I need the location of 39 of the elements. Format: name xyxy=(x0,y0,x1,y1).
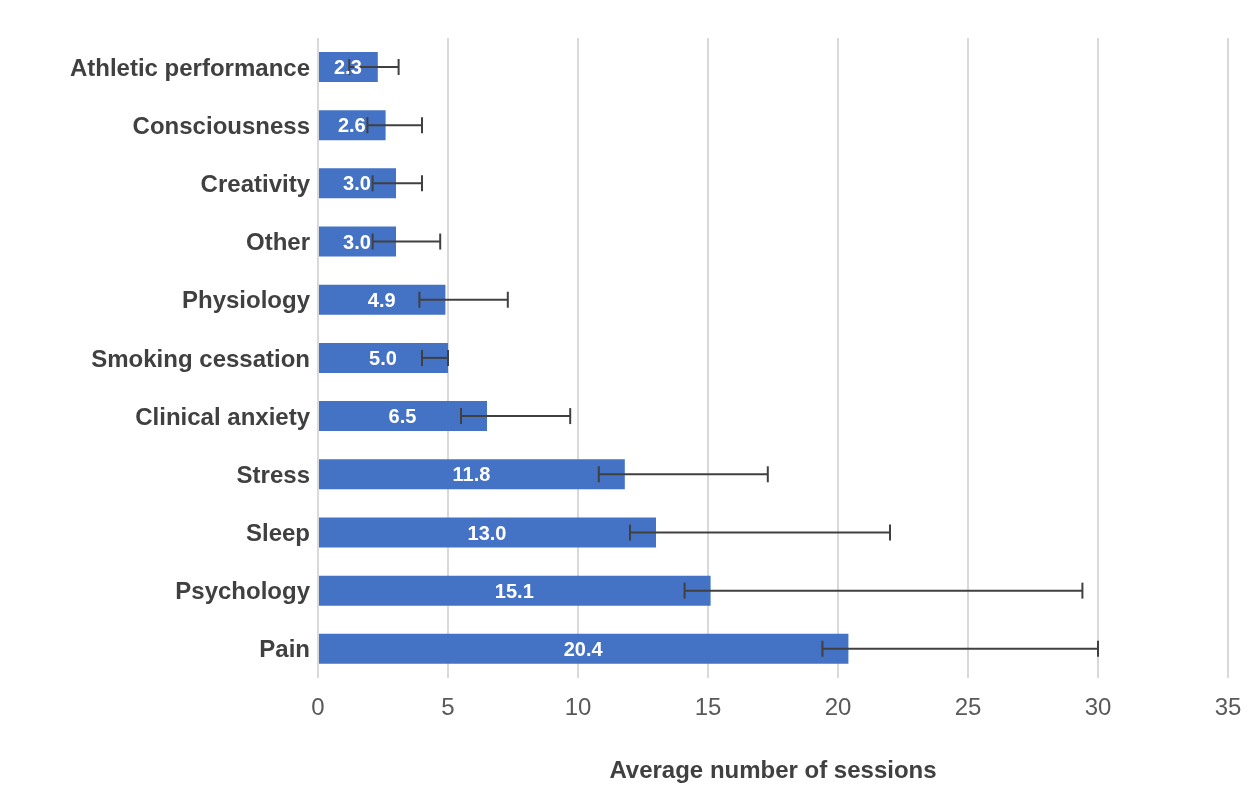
data-label: 6.5 xyxy=(388,405,417,428)
bar xyxy=(318,517,656,548)
y-tick-label: Other xyxy=(245,228,310,256)
bar xyxy=(318,284,446,315)
y-tick-label: Sleep xyxy=(245,519,310,547)
bar xyxy=(318,342,448,373)
bar xyxy=(318,168,396,199)
data-label: 13.0 xyxy=(467,521,507,544)
data-label: 15.1 xyxy=(494,579,534,602)
data-label: 3.0 xyxy=(343,172,371,195)
y-tick-label: Physiology xyxy=(181,286,311,314)
bar xyxy=(318,575,711,606)
y-tick-label: Psychology xyxy=(175,577,311,605)
bar xyxy=(318,459,625,490)
x-axis-title: Average number of sessions xyxy=(609,756,937,783)
y-tick-label: Stress xyxy=(236,460,310,488)
data-label: 4.9 xyxy=(367,288,396,311)
y-tick-label: Smoking cessation xyxy=(91,344,310,372)
x-tick-label: 25 xyxy=(954,693,982,721)
y-tick-label: Consciousness xyxy=(132,111,310,139)
x-tick-label: 30 xyxy=(1084,693,1112,721)
y-tick-label: Athletic performance xyxy=(69,53,310,81)
x-tick-label: 35 xyxy=(1214,693,1242,721)
data-label: 20.4 xyxy=(563,637,604,660)
bar xyxy=(318,633,849,664)
x-tick-label: 20 xyxy=(824,693,852,721)
x-tick-label: 15 xyxy=(694,693,722,721)
bar xyxy=(318,226,396,257)
y-tick-label: Creativity xyxy=(200,169,311,197)
data-label: 3.0 xyxy=(343,230,371,253)
x-tick-label: 0 xyxy=(311,693,325,721)
x-tick-label: 10 xyxy=(564,693,592,721)
bar xyxy=(318,401,487,432)
data-label: 2.6 xyxy=(337,114,366,137)
data-label: 11.8 xyxy=(452,463,491,486)
data-label: 5.0 xyxy=(369,347,397,370)
y-tick-label: Pain xyxy=(259,635,310,663)
y-tick-label: Clinical anxiety xyxy=(135,402,311,430)
x-tick-label: 5 xyxy=(441,693,455,721)
